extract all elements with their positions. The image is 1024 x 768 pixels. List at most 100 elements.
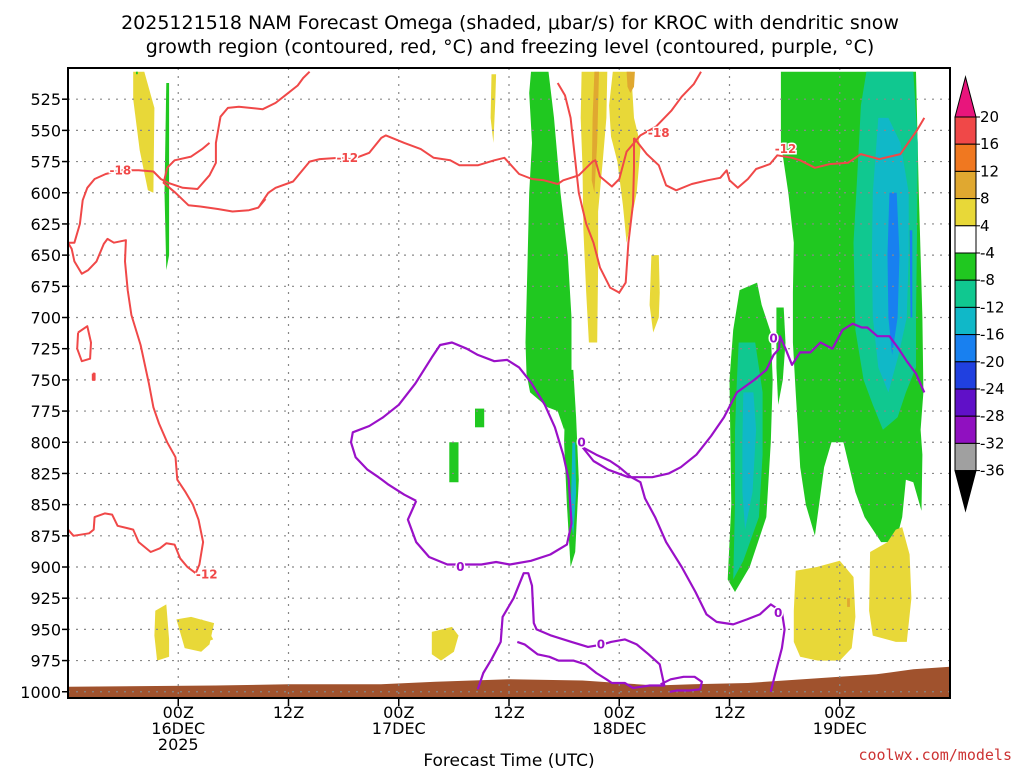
colorbar-bin-12-16 [954, 143, 977, 172]
y-tick-label-750: 750 [30, 371, 61, 390]
omega-region-rise-late-2 [869, 527, 912, 642]
omega-region-sink-dot-2 [475, 408, 485, 428]
x-tick-label-h36-1: 12Z [493, 703, 524, 722]
purple-contour-3 [581, 446, 786, 693]
omega-region-rise-col-1 [490, 74, 497, 143]
red-contour-2 [162, 167, 267, 213]
colorbar-bin--16--12 [954, 306, 977, 336]
omega-region-rise-col-4 [649, 255, 660, 333]
freezing-level-contour-layer [349, 322, 926, 693]
omega-region-rise-pool-1 [154, 604, 170, 661]
y-tick-label-550: 550 [30, 121, 61, 140]
red-contour-0 [68, 70, 311, 244]
red-contour-6 [76, 325, 92, 363]
y-tick-label-625: 625 [30, 215, 61, 234]
x-tick-label-h0-1: 00Z [163, 703, 194, 722]
colorbar-label-8: 8 [980, 190, 990, 208]
y-tick-label-650: 650 [30, 246, 61, 265]
colorbar-bin--28--24 [954, 388, 977, 417]
omega-region-sink-early-strip [164, 83, 170, 271]
omega-region-rise-pool-4 [431, 626, 459, 661]
y-tick-label-575: 575 [30, 153, 61, 172]
colorbar-bin--32--28 [954, 415, 977, 444]
contour-label-4: -12 [196, 567, 218, 581]
colorbar-label--20: -20 [980, 353, 1005, 371]
omega-region-rise-late-1 [793, 560, 856, 661]
colorbar-bin--12--8 [954, 279, 977, 308]
omega-region-sink-late-1-cyan [742, 392, 757, 530]
omega-region-rise-late-1-orange [847, 598, 850, 607]
x-tick-label-h24-2: 17DEC [372, 719, 426, 738]
colorbar-bin-16-20 [954, 116, 977, 145]
y-axis: 525 550 575 600 625 650 675 700 725 750 775 800 825 8… [20, 90, 68, 702]
y-tick-label-775: 775 [30, 402, 61, 421]
colorbar-label--12: -12 [980, 298, 1005, 316]
y-tick-label-950: 950 [30, 620, 61, 639]
purple-contour-1 [476, 572, 666, 690]
omega-region-rise-col-3-orange [626, 71, 635, 93]
colorbar-label-20: 20 [980, 108, 999, 126]
red-contour-5 [68, 512, 197, 575]
colorbar-bin-8-12 [954, 170, 977, 200]
contour-label-layer: -18 -12 -18 -12 -12 0 0 0 0 0 [108, 124, 798, 652]
y-tick-label-525: 525 [30, 90, 61, 109]
red-contour-9 [556, 82, 635, 294]
colorbar-label--32: -32 [980, 434, 1005, 452]
x-tick-label-h60-1: 12Z [714, 703, 745, 722]
colorbar-label--28: -28 [980, 407, 1005, 425]
colorbar-label-16: 16 [980, 135, 999, 153]
y-tick-label-825: 825 [30, 464, 61, 483]
x-axis-label: Forecast Time (UTC) [423, 751, 594, 768]
red-contour-4 [68, 237, 205, 574]
terrain-fill [68, 666, 950, 698]
y-tick-label-700: 700 [30, 309, 61, 328]
y-tick-label-600: 600 [30, 184, 61, 203]
colorbar-bin-lt-36 [954, 470, 977, 513]
contour-label-6: 0 [577, 435, 585, 449]
colorbar-bin--8--4 [954, 252, 977, 281]
y-tick-label-1000: 1000 [20, 683, 61, 702]
colorbar-label-12: 12 [980, 162, 999, 180]
y-tick-label-850: 850 [30, 496, 61, 515]
purple-contour-2 [660, 675, 704, 693]
colorbar-label--24: -24 [980, 380, 1005, 398]
colorbar-label--16: -16 [980, 326, 1005, 344]
y-tick-label-875: 875 [30, 527, 61, 546]
y-tick-label-900: 900 [30, 558, 61, 577]
x-tick-label-h48-1: 00Z [604, 703, 635, 722]
colorbar-bin--4-4 [954, 225, 977, 254]
red-contour-8 [633, 117, 926, 192]
colorbar: 20 16 12 8 4 -4 -8 -12 -16 -20 -24 -28 -32 -36 [954, 75, 1005, 513]
contour-label-8: 0 [774, 606, 782, 620]
contour-label-5: 0 [769, 332, 777, 346]
grid-layer [68, 68, 950, 698]
omega-region-rise-col-2 [580, 71, 608, 343]
x-tick-label-h0-2: 16DEC [151, 719, 205, 738]
omega-region-rise-pool-3 [176, 616, 215, 652]
contour-label-2: -18 [648, 126, 670, 140]
omega-region-sink-late-3-blue [887, 192, 900, 355]
purple-contour-0 [349, 341, 573, 566]
contour-label-7: 0 [456, 560, 464, 574]
credit-text: coolwx.com/models [858, 746, 1012, 764]
dendritic-contour-layer [68, 70, 926, 575]
omega-region-sink-late-3-blue-streak [909, 230, 913, 318]
colorbar-bin-4-8 [954, 198, 977, 227]
colorbar-label--36: -36 [980, 462, 1005, 480]
purple-contour-4 [581, 322, 926, 479]
red-contour-7 [91, 372, 96, 381]
x-tick-label-h72-2: 19DEC [813, 719, 867, 738]
colorbar-label-4: 4 [980, 217, 990, 235]
chart-title-line-2: growth region (contoured, red, °C) and f… [146, 36, 875, 58]
contour-label-3: -12 [775, 142, 797, 156]
y-tick-label-800: 800 [30, 433, 61, 452]
omega-region-sink-main-1 [525, 71, 572, 430]
red-contour-3 [166, 142, 211, 169]
contour-label-0: -18 [110, 163, 132, 177]
omega-region-sink-late-2 [776, 307, 786, 405]
omega-region-rise-early-top [133, 71, 155, 193]
x-tick-label-h0-3: 2025 [158, 735, 199, 754]
omega-region-sink-early-dot [136, 71, 138, 75]
